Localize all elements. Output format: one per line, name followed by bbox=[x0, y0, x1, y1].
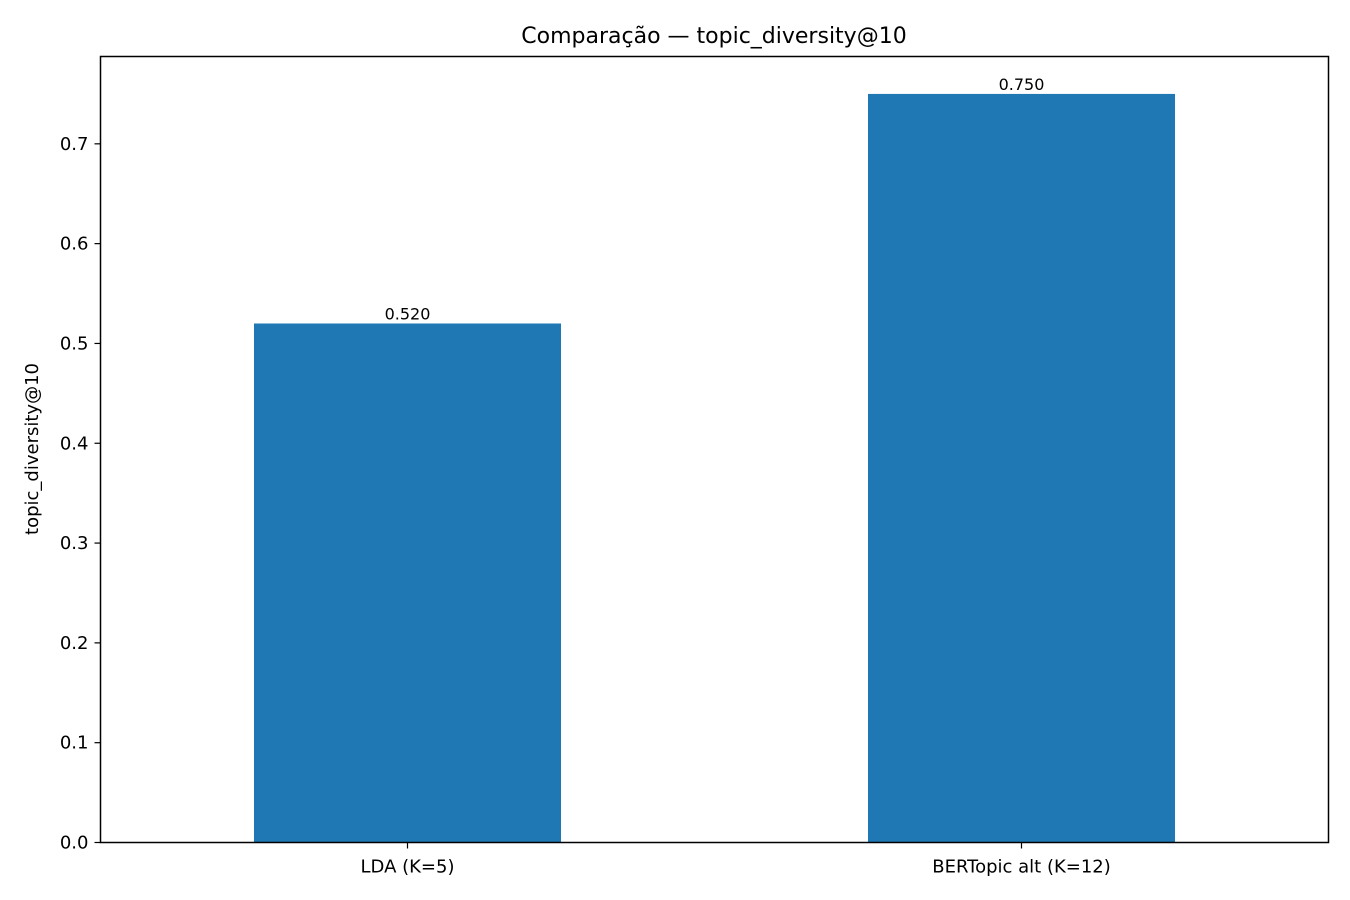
y-tick-label: 0.2 bbox=[60, 633, 89, 654]
x-axis-ticks: LDA (K=5) BERTopic alt (K=12) bbox=[361, 842, 1111, 878]
bars-group: 0.520 0.750 bbox=[254, 75, 1175, 843]
y-tick-label: 0.1 bbox=[60, 733, 89, 754]
plot-frame bbox=[99, 55, 1330, 844]
y-tick-label: 0.7 bbox=[60, 134, 89, 155]
y-tick-label: 0.0 bbox=[60, 833, 89, 854]
bar-value-label: 0.750 bbox=[999, 75, 1045, 94]
bar bbox=[254, 323, 561, 843]
y-tick-label: 0.4 bbox=[60, 433, 89, 454]
y-axis-ticks: 0.0 0.1 0.2 0.3 0.4 0.5 0.6 0.7 bbox=[60, 134, 101, 854]
y-tick-label: 0.3 bbox=[60, 533, 89, 554]
chart-title: Comparação — topic_diversity@10 bbox=[521, 24, 906, 49]
y-axis-label: topic_diversity@10 bbox=[22, 363, 43, 535]
x-tick-label: LDA (K=5) bbox=[361, 857, 455, 878]
y-tick-label: 0.5 bbox=[60, 333, 89, 354]
bar bbox=[868, 93, 1175, 843]
bar-value-label: 0.520 bbox=[385, 304, 431, 323]
x-tick-label: BERTopic alt (K=12) bbox=[932, 857, 1111, 878]
y-tick-label: 0.6 bbox=[60, 234, 89, 255]
